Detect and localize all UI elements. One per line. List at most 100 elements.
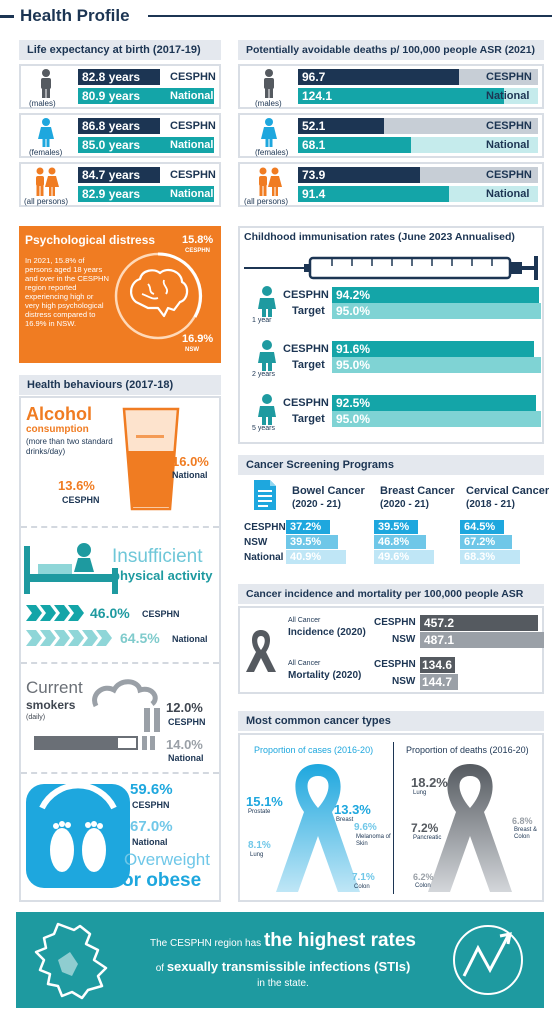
activity-cesphn-label: CESPHN <box>142 609 180 619</box>
overweight-title-2: or obese <box>122 870 202 891</box>
screening-value: 37.2% <box>290 521 322 533</box>
ad-row-label: (all persons) <box>244 197 289 206</box>
banner-line-1a: The CESPHN region has <box>150 938 264 949</box>
screening-program-name: Cervical Cancer <box>466 485 550 497</box>
ad-cesphn-label: CESPHN <box>486 71 532 83</box>
ad-person-icon-m <box>264 69 274 98</box>
mortality-cesphn-value: 134.6 <box>422 658 453 672</box>
life-expectancy-row-all <box>19 162 221 207</box>
ad-national-value: 124.1 <box>302 89 333 103</box>
le-row-label: (all persons) <box>24 197 69 206</box>
region-map-icon <box>34 922 108 1000</box>
ribbon-icon <box>246 630 276 672</box>
case-label: Melanoma of Skin <box>356 834 391 847</box>
imm-cesphn-bar <box>332 287 539 303</box>
banner-line-1: The CESPHN region has the highest rates <box>128 930 438 952</box>
imm-cesphn-label: CESPHN <box>283 289 329 301</box>
le-cesphn-label: CESPHN <box>170 169 216 181</box>
screening-value: 46.8% <box>378 536 410 548</box>
imm-target-value: 95.0% <box>336 412 371 426</box>
screening-bar <box>374 550 434 564</box>
brain-icon <box>114 252 203 340</box>
behaviours-divider-2 <box>21 662 219 664</box>
screening-bar <box>460 550 520 564</box>
ad-row-label: (females) <box>255 148 289 157</box>
psych-cesphn-value: 15.8% <box>182 234 214 246</box>
death-value: 6.8% <box>512 816 533 826</box>
le-cesphn-label: CESPHN <box>170 71 216 83</box>
banner-line-2: of sexually transmissible infections (ST… <box>128 958 438 976</box>
alcohol-national-label: National <box>172 470 208 480</box>
screening-bar <box>460 535 512 549</box>
imm-target-bar <box>332 357 541 373</box>
activity-title-2: physical activity <box>112 568 213 583</box>
imm-cesphn-label: CESPHN <box>283 397 329 409</box>
alcohol-subtitle: consumption <box>26 424 89 435</box>
ad-national-bar <box>298 88 504 104</box>
child-icon <box>258 394 276 425</box>
screening-bar <box>286 520 330 534</box>
incidence-cesphn-label: CESPHN <box>374 617 416 628</box>
incidence-panel <box>238 606 544 694</box>
psych-nsw-label: NSW <box>185 347 199 353</box>
avoidable-deaths-row-females <box>238 113 544 158</box>
ad-person-icon-a <box>259 167 282 196</box>
mortality-label-1: All Cancer <box>288 660 321 667</box>
glass-icon <box>122 407 180 511</box>
ad-national-bar <box>298 137 411 153</box>
screening-value: 39.5% <box>378 521 410 533</box>
smoke-icon <box>92 679 160 732</box>
screening-program-name: Breast Cancer <box>380 485 455 497</box>
case-label: Colon <box>354 884 370 890</box>
le-national-value: 82.9 years <box>82 187 141 201</box>
le-cesphn-bar <box>78 167 160 183</box>
imm-target-value: 95.0% <box>336 304 371 318</box>
case-value: 9.6% <box>354 822 377 833</box>
screening-bar <box>460 520 504 534</box>
case-label: Lung <box>250 852 264 858</box>
case-value: 13.3% <box>334 802 371 817</box>
behaviours-divider-3 <box>21 772 219 774</box>
page-title: Health Profile <box>20 6 130 25</box>
activity-cesphn-arrow-bar <box>26 605 86 621</box>
document-icon <box>254 480 276 510</box>
imm-target-label: Target <box>292 305 325 317</box>
incidence-nsw-bar <box>420 632 544 648</box>
ad-cesphn-value: 96.7 <box>302 70 326 84</box>
psych-distress-title: Psychological distress <box>25 233 156 247</box>
ad-cesphn-value: 73.9 <box>302 168 326 182</box>
screening-value: 39.5% <box>290 536 322 548</box>
ad-national-value: 68.1 <box>302 138 326 152</box>
activity-national-value: 64.5% <box>120 630 160 646</box>
bed-icon <box>24 543 118 594</box>
ad-national-label: National <box>486 139 530 151</box>
screening-program-years: (2018 - 21) <box>466 499 515 510</box>
overweight-title-1: Overweight <box>124 850 210 869</box>
incidence-nsw-value: 487.1 <box>424 633 455 647</box>
imm-target-bar <box>332 411 541 427</box>
incidence-nsw-label: NSW <box>392 634 416 645</box>
ad-cesphn-value: 52.1 <box>302 119 326 133</box>
ad-cesphn-label: CESPHN <box>486 169 532 181</box>
case-label: Prostate <box>248 809 271 815</box>
alcohol-note: (more than two standard drinks/day) <box>26 437 113 456</box>
incidence-label-1: All Cancer <box>288 617 321 624</box>
death-value: 18.2% <box>411 775 448 790</box>
ad-cesphn-bar <box>298 167 420 183</box>
cigarette-tip-1 <box>142 736 147 750</box>
psych-distress-text: In 2021, 15.8% of persons aged 18 years … <box>25 256 109 328</box>
mortality-nsw-label: NSW <box>392 676 416 687</box>
trend-arrow-icon <box>453 925 523 995</box>
screening-bar <box>286 550 346 564</box>
psych-cesphn-label: CESPHN <box>185 248 211 254</box>
banner-line-2b: sexually transmissible infections (STIs) <box>166 959 411 974</box>
le-national-label: National <box>170 188 214 200</box>
imm-cesphn-label: CESPHN <box>283 343 329 355</box>
overweight-national-value: 67.0% <box>130 818 173 835</box>
le-cesphn-label: CESPHN <box>170 120 216 132</box>
le-cesphn-value: 86.8 years <box>82 119 141 133</box>
imm-target-bar <box>332 303 541 319</box>
health-behaviours-panel <box>19 396 221 902</box>
mortality-nsw-bar <box>420 674 458 690</box>
life-expectancy-header: Life expectancy at birth (2017-19) <box>19 40 221 60</box>
